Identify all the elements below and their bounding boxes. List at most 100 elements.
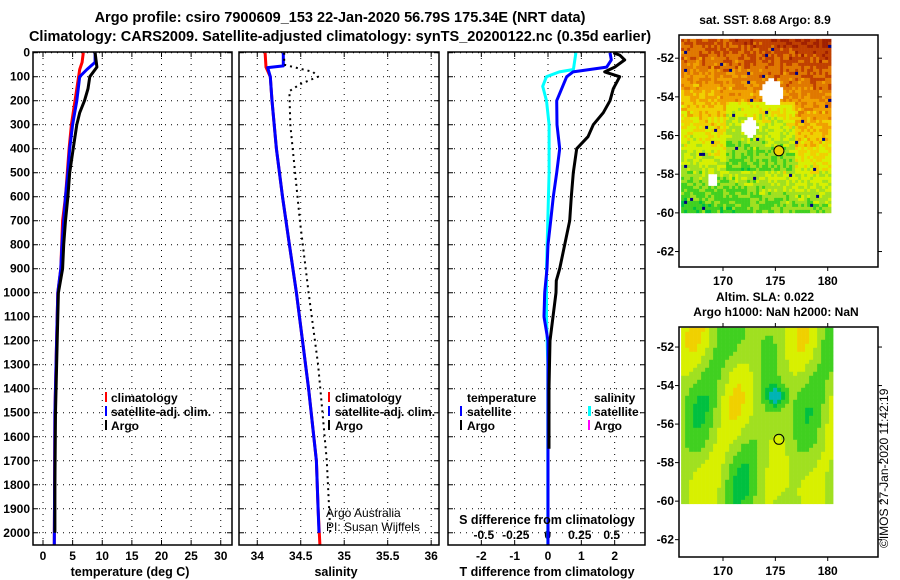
heatmap-cell xyxy=(750,50,754,55)
heatmap-cell xyxy=(709,427,714,433)
heatmap-cell xyxy=(723,128,727,133)
heatmap-cell xyxy=(759,83,763,88)
heatmap-cell xyxy=(817,495,822,501)
heatmap-cell xyxy=(687,191,691,196)
heatmap-cell xyxy=(689,379,694,385)
heatmap-cell xyxy=(720,194,724,199)
heatmap-cell xyxy=(693,459,698,465)
heatmap-cell xyxy=(713,431,718,437)
heatmap-cell xyxy=(697,363,702,369)
heatmap-cell xyxy=(786,122,790,127)
heatmap-cell xyxy=(813,101,817,106)
heatmap-cell xyxy=(789,423,794,429)
heatmap-cell xyxy=(774,191,778,196)
heatmap-cell xyxy=(774,185,778,190)
heatmap-cell xyxy=(777,191,781,196)
heatmap-cell xyxy=(801,435,806,441)
heatmap-cell xyxy=(753,487,758,493)
heatmap-cell xyxy=(809,383,814,389)
heatmap-cell xyxy=(741,80,745,85)
heatmap-cell xyxy=(783,131,787,136)
heatmap-cell xyxy=(702,80,706,85)
heatmap-cell xyxy=(745,443,750,449)
heatmap-cell xyxy=(702,110,706,115)
heatmap-cell xyxy=(771,104,775,109)
heatmap-cell xyxy=(699,104,703,109)
heatmap-cell xyxy=(705,335,710,341)
heatmap-cell xyxy=(717,203,721,208)
heatmap-cell xyxy=(725,343,730,349)
heatmap-cell xyxy=(777,455,782,461)
heatmap-cell xyxy=(795,89,799,94)
heatmap-cell xyxy=(717,89,721,94)
heatmap-cell xyxy=(701,447,706,453)
heatmap-cell xyxy=(789,206,793,211)
heatmap-cell xyxy=(687,80,691,85)
heatmap-cell xyxy=(753,203,757,208)
heatmap-cell xyxy=(801,487,806,493)
heatmap-cell xyxy=(705,95,709,100)
heatmap-cell xyxy=(717,170,721,175)
heatmap-cell xyxy=(777,182,781,187)
heatmap-cell xyxy=(729,89,733,94)
heatmap-cell xyxy=(723,110,727,115)
heatmap-cell xyxy=(725,487,730,493)
heatmap-cell xyxy=(825,431,830,437)
heatmap-cell xyxy=(685,459,690,465)
heatmap-cell xyxy=(807,65,811,70)
heatmap-cell xyxy=(813,467,818,473)
heatmap-cell xyxy=(747,68,751,73)
heatmap-cell xyxy=(757,339,762,345)
heatmap-cell xyxy=(816,200,820,205)
heatmap-cell xyxy=(813,71,817,76)
heatmap-cell xyxy=(702,161,706,166)
heatmap-cell xyxy=(750,53,754,58)
heatmap-cell xyxy=(732,191,736,196)
heatmap-cell xyxy=(777,487,782,493)
heatmap-cell xyxy=(726,149,730,154)
heatmap-cell xyxy=(777,331,782,337)
heatmap-cell xyxy=(825,113,829,118)
heatmap-cell xyxy=(701,407,706,413)
heatmap-cell xyxy=(726,179,730,184)
heatmap-cell xyxy=(786,161,790,166)
heatmap-cell xyxy=(781,455,786,461)
heatmap-cell xyxy=(699,110,703,115)
heatmap-cell xyxy=(747,47,751,52)
heatmap-cell xyxy=(786,92,790,97)
heatmap-cell xyxy=(697,463,702,469)
heatmap-cell xyxy=(689,471,694,477)
heatmap-cell xyxy=(713,427,718,433)
heatmap-cell xyxy=(681,167,685,172)
heatmap-cell xyxy=(717,491,722,497)
heatmap-cell xyxy=(681,89,685,94)
heatmap-cell xyxy=(708,107,712,112)
heatmap-cell xyxy=(810,41,814,46)
heatmap-cell xyxy=(697,471,702,477)
heatmap-cell xyxy=(708,47,712,52)
heatmap-cell xyxy=(789,86,793,91)
heatmap-cell xyxy=(780,161,784,166)
heatmap-cell xyxy=(805,399,810,405)
heatmap-cell xyxy=(771,206,775,211)
heatmap-cell xyxy=(684,104,688,109)
heatmap-cell xyxy=(705,383,710,389)
heatmap-cell xyxy=(801,403,806,409)
heatmap-cell xyxy=(773,487,778,493)
heatmap-cell xyxy=(729,98,733,103)
heatmap-cell xyxy=(729,367,734,373)
heatmap-cell xyxy=(735,59,739,64)
heatmap-cell xyxy=(816,92,820,97)
heatmap-cell xyxy=(699,200,703,205)
heatmap-cell xyxy=(805,447,810,453)
heatmap-cell xyxy=(702,113,706,118)
heatmap-cell xyxy=(711,140,715,145)
heatmap-cell xyxy=(696,209,700,214)
heatmap-cell xyxy=(753,113,757,118)
heatmap-cell xyxy=(780,185,784,190)
heatmap-cell xyxy=(705,435,710,441)
heatmap-cell xyxy=(786,59,790,64)
legend-swatch-t-satellite xyxy=(460,406,462,416)
heatmap-cell xyxy=(773,387,778,393)
